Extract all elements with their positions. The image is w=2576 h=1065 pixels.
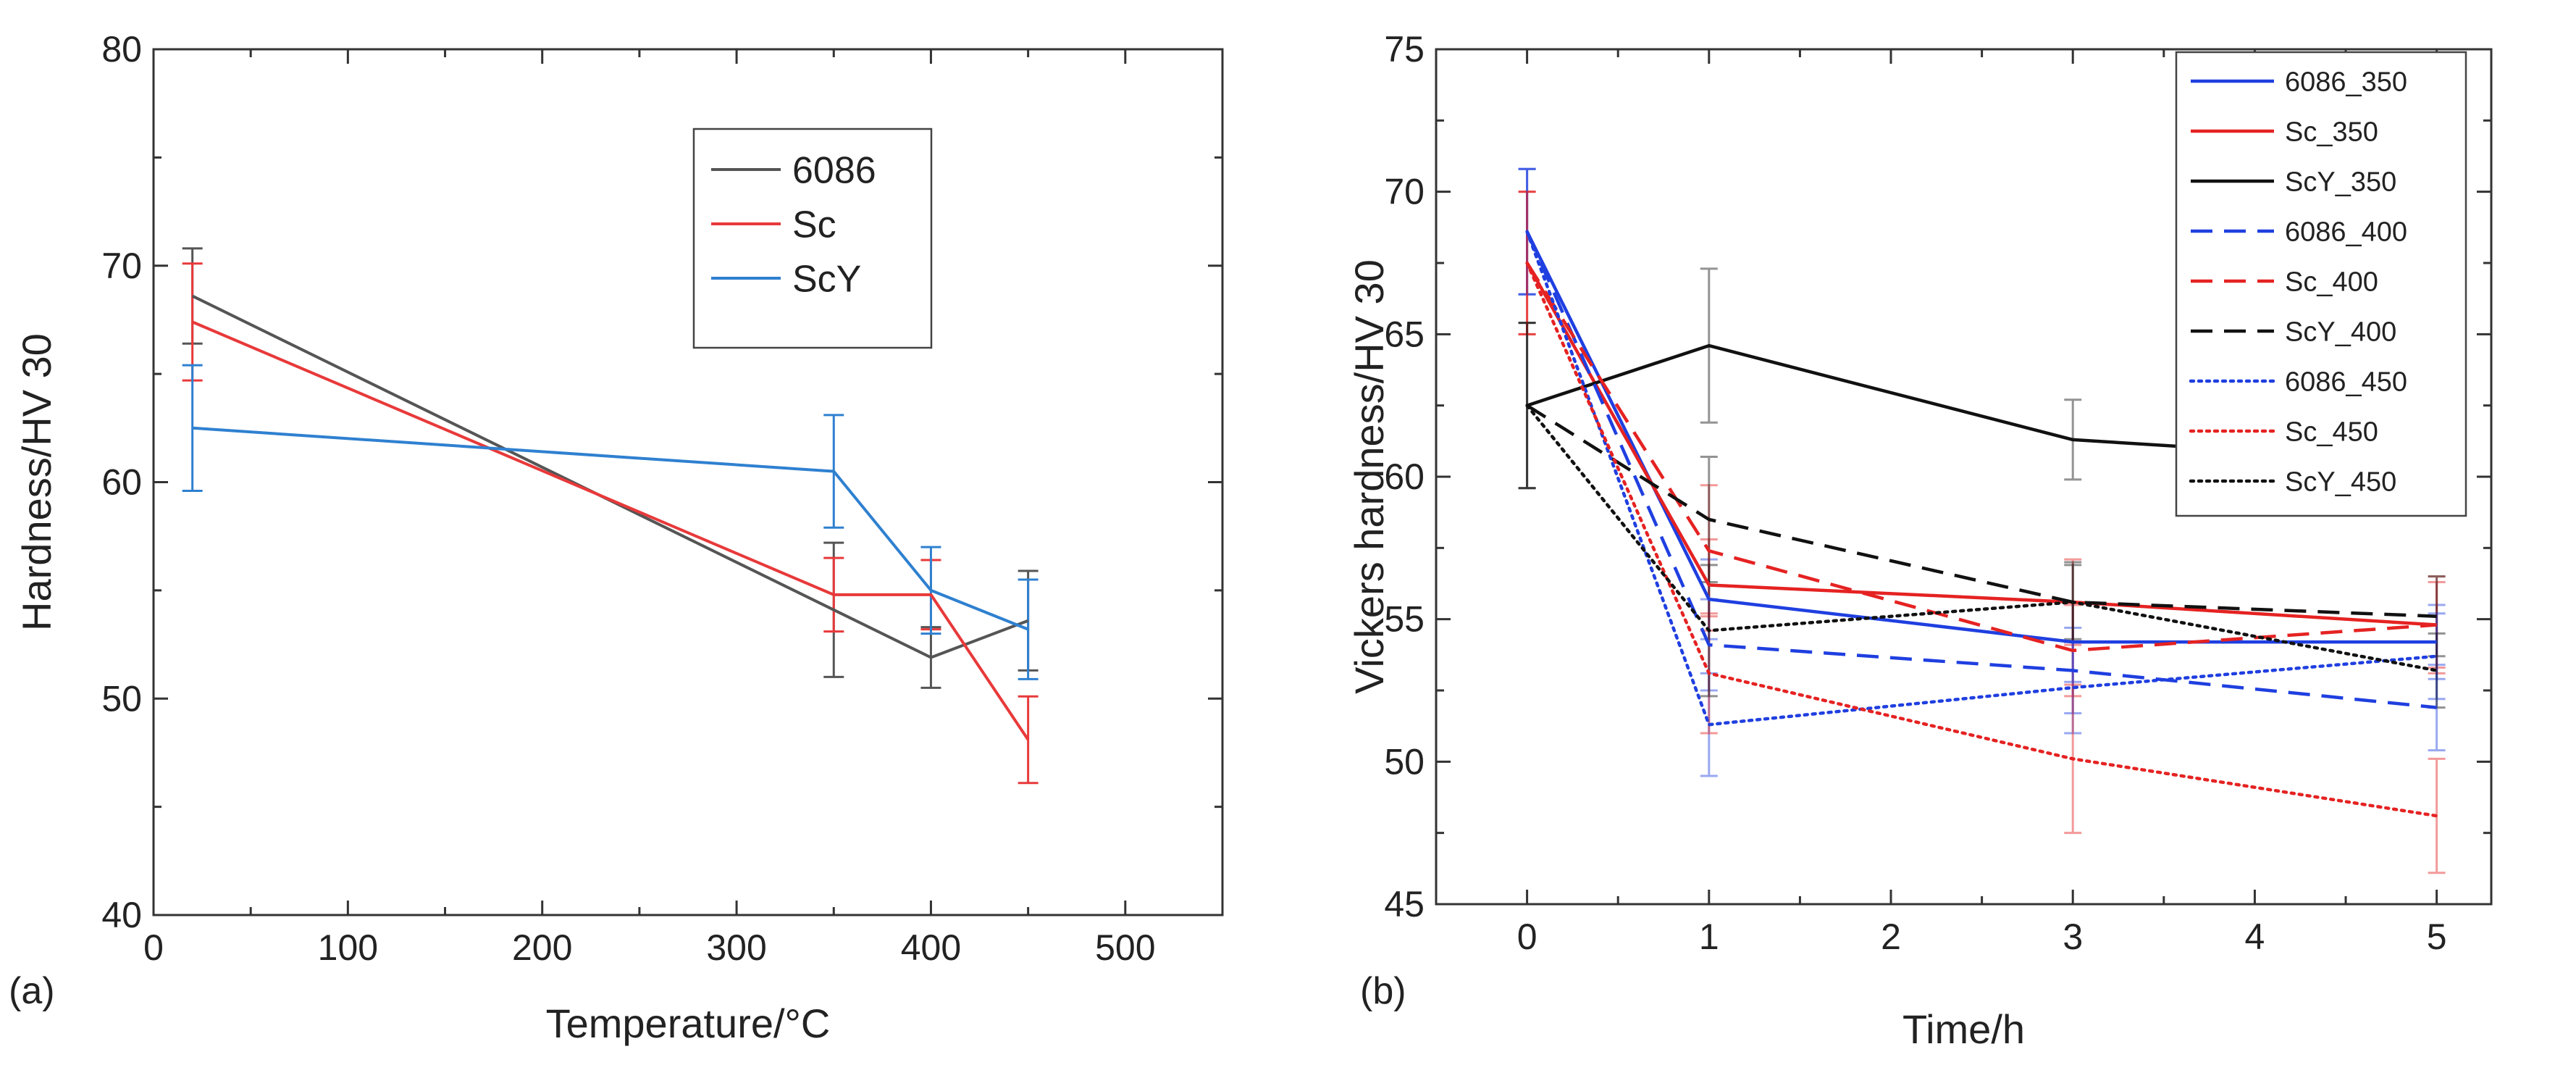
y-tick-label: 60	[101, 462, 142, 503]
plot-frame	[152, 48, 1224, 916]
series-line-ScY_400	[1526, 404, 2437, 618]
legend-label-ScY: ScY	[792, 259, 861, 301]
legend-label-6086_450: 6086_450	[2285, 367, 2407, 398]
legend: 6086 Sc ScY	[692, 128, 933, 349]
legend-label-Sc_350: Sc_350	[2285, 117, 2378, 148]
x-tick-label: 100	[318, 927, 378, 968]
x-tick-label: 200	[512, 927, 572, 968]
y-tick-label: 55	[1384, 599, 1425, 640]
legend-label-ScY_350: ScY_350	[2285, 167, 2396, 198]
y-tick-label: 45	[1384, 884, 1425, 924]
y-tick-label: 50	[101, 678, 142, 719]
y-axis-title: Hardness/HV 30	[14, 333, 59, 631]
y-tick-label: 65	[1384, 314, 1425, 354]
series-line-Sc_350	[1525, 262, 2437, 627]
x-tick-label: 0	[143, 927, 164, 968]
panel-label: (b)	[1360, 970, 1406, 1012]
x-tick-label: 0	[1517, 916, 1537, 957]
series-line-6086_400	[1525, 230, 2437, 709]
series-line-Sc_450	[1525, 261, 2438, 818]
legend-label-Sc: Sc	[792, 204, 836, 246]
x-tick-label: 5	[2427, 916, 2447, 957]
chart-panel-a: 0 100 200 300 400 500 40 50 60 70 80 Temperature/°C…	[9, 29, 1224, 1046]
legend: 6086_350 Sc_350 ScY_350 6086_400 Sc_400 ScY_4…	[2175, 51, 2467, 517]
y-tick-label: 40	[101, 895, 142, 935]
y-tick-label: 50	[1384, 741, 1425, 782]
y-axis-title: Vickers hardness/HV 30	[1346, 259, 1392, 694]
x-tick-label: 3	[2063, 916, 2083, 957]
error-bars-ScY	[182, 364, 1039, 680]
legend-label-ScY_450: ScY_450	[2285, 467, 2396, 498]
y-tick-label: 80	[101, 29, 142, 70]
legend-label-6086_400: 6086_400	[2285, 217, 2407, 248]
series-line-6086	[191, 294, 1029, 659]
x-tick-label: 400	[901, 927, 961, 968]
y-tick-label: 70	[1384, 172, 1425, 212]
legend-box	[692, 128, 933, 349]
x-axis-title: Temperature/°C	[546, 1001, 831, 1046]
y-tick-label: 60	[1384, 456, 1425, 497]
x-tick-label: 300	[706, 927, 766, 968]
panel-label: (a)	[9, 970, 55, 1012]
legend-label-ScY_400: ScY_400	[2285, 317, 2396, 348]
series-line-ScY	[192, 426, 1029, 631]
series-line-ScY_450	[1525, 404, 2438, 672]
y-tick-label: 75	[1384, 29, 1425, 70]
legend-box	[2175, 51, 2467, 517]
x-tick-label: 4	[2245, 916, 2265, 957]
x-tick-label: 500	[1095, 927, 1155, 968]
legend-label-Sc_450: Sc_450	[2285, 417, 2378, 448]
y-tick-label: 70	[101, 246, 142, 286]
legend-label-6086_350: 6086_350	[2285, 67, 2407, 98]
series-line-6086_350	[1525, 230, 2437, 644]
legend-label-Sc_400: Sc_400	[2285, 267, 2378, 298]
legend-label-6086: 6086	[792, 150, 876, 192]
x-axis-title: Time/h	[1902, 1006, 2025, 1052]
x-tick-label: 1	[1699, 916, 1719, 957]
series-line-Sc	[191, 320, 1030, 741]
x-tick-label: 2	[1881, 916, 1901, 957]
series-line-6086_450	[1525, 230, 2438, 727]
